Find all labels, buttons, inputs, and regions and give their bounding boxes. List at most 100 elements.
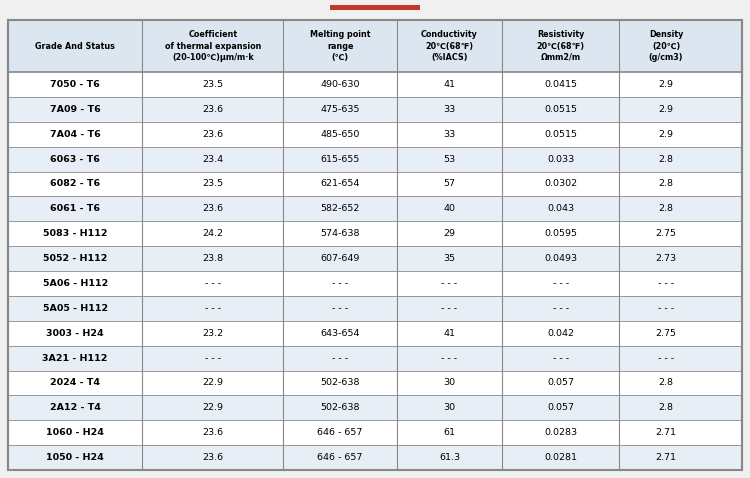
Text: 5052 - H112: 5052 - H112 <box>43 254 107 263</box>
Text: - - -: - - - <box>332 304 348 313</box>
Text: 23.5: 23.5 <box>202 80 223 89</box>
Text: 57: 57 <box>443 179 455 188</box>
Text: - - -: - - - <box>205 304 220 313</box>
Bar <box>330 5 420 10</box>
Text: 6061 - T6: 6061 - T6 <box>50 204 100 213</box>
Text: 23.6: 23.6 <box>202 130 223 139</box>
Text: 2024 - T4: 2024 - T4 <box>50 379 100 388</box>
Text: 23.8: 23.8 <box>202 254 223 263</box>
Text: 0.0415: 0.0415 <box>544 80 578 89</box>
Text: 0.0595: 0.0595 <box>544 229 578 238</box>
Text: 30: 30 <box>443 379 455 388</box>
Text: 1050 - H24: 1050 - H24 <box>46 453 104 462</box>
Bar <box>8 221 742 246</box>
Text: - - -: - - - <box>332 354 348 362</box>
Text: 30: 30 <box>443 403 455 413</box>
Text: 5A05 - H112: 5A05 - H112 <box>43 304 108 313</box>
Text: 24.2: 24.2 <box>202 229 223 238</box>
Text: 2A12 - T4: 2A12 - T4 <box>50 403 100 413</box>
Text: 7A09 - T6: 7A09 - T6 <box>50 105 100 114</box>
Text: 7A04 - T6: 7A04 - T6 <box>50 130 100 139</box>
Text: 2.8: 2.8 <box>658 403 674 413</box>
Text: 41: 41 <box>443 329 455 337</box>
Text: 23.4: 23.4 <box>202 154 223 163</box>
Bar <box>8 395 742 420</box>
Text: 22.9: 22.9 <box>202 379 223 388</box>
Text: 23.6: 23.6 <box>202 204 223 213</box>
Text: 6082 - T6: 6082 - T6 <box>50 179 100 188</box>
Text: 0.0493: 0.0493 <box>544 254 578 263</box>
Text: 23.6: 23.6 <box>202 105 223 114</box>
Text: Resistivity
20℃(68℉)
Ωmm2/m: Resistivity 20℃(68℉) Ωmm2/m <box>537 30 585 62</box>
Text: 2.73: 2.73 <box>656 254 676 263</box>
Text: Grade And Status: Grade And Status <box>35 42 115 51</box>
Text: 2.9: 2.9 <box>658 130 674 139</box>
Text: 53: 53 <box>443 154 455 163</box>
Text: - - -: - - - <box>442 304 458 313</box>
Text: 3003 - H24: 3003 - H24 <box>46 329 104 337</box>
Bar <box>8 296 742 321</box>
Text: 35: 35 <box>443 254 455 263</box>
Text: 22.9: 22.9 <box>202 403 223 413</box>
Text: 0.0515: 0.0515 <box>544 130 578 139</box>
Text: 5083 - H112: 5083 - H112 <box>43 229 107 238</box>
Bar <box>8 147 742 172</box>
Text: 2.75: 2.75 <box>656 329 676 337</box>
Text: 2.8: 2.8 <box>658 204 674 213</box>
Bar <box>8 72 742 97</box>
Bar <box>8 420 742 445</box>
Text: 490-630: 490-630 <box>320 80 360 89</box>
Text: 0.0302: 0.0302 <box>544 179 578 188</box>
Text: 40: 40 <box>443 204 455 213</box>
Text: - - -: - - - <box>332 279 348 288</box>
Text: 0.033: 0.033 <box>547 154 574 163</box>
Text: - - -: - - - <box>553 279 568 288</box>
Text: 574-638: 574-638 <box>320 229 360 238</box>
Text: 0.0283: 0.0283 <box>544 428 578 437</box>
Bar <box>8 445 742 470</box>
Text: 7050 - T6: 7050 - T6 <box>50 80 100 89</box>
Text: Melting point
range
(℃): Melting point range (℃) <box>310 30 370 62</box>
Bar <box>8 20 742 72</box>
Bar <box>8 246 742 271</box>
Text: 0.057: 0.057 <box>548 379 574 388</box>
Text: 643-654: 643-654 <box>320 329 360 337</box>
Bar <box>8 97 742 122</box>
Text: 2.8: 2.8 <box>658 179 674 188</box>
Text: - - -: - - - <box>553 304 568 313</box>
Bar <box>8 321 742 346</box>
Text: - - -: - - - <box>442 354 458 362</box>
Text: - - -: - - - <box>553 354 568 362</box>
Text: 61: 61 <box>443 428 455 437</box>
Text: 582-652: 582-652 <box>320 204 360 213</box>
Text: 475-635: 475-635 <box>320 105 360 114</box>
Text: 0.057: 0.057 <box>548 403 574 413</box>
Text: 0.0515: 0.0515 <box>544 105 578 114</box>
Bar <box>8 172 742 196</box>
Bar <box>8 370 742 395</box>
Text: 2.71: 2.71 <box>656 453 676 462</box>
Bar <box>8 346 742 370</box>
Text: - - -: - - - <box>658 279 674 288</box>
Text: 41: 41 <box>443 80 455 89</box>
Text: 33: 33 <box>443 130 456 139</box>
Text: 0.0281: 0.0281 <box>544 453 578 462</box>
Text: 2.71: 2.71 <box>656 428 676 437</box>
Text: 6063 - T6: 6063 - T6 <box>50 154 100 163</box>
Text: - - -: - - - <box>205 354 220 362</box>
Text: 2.8: 2.8 <box>658 154 674 163</box>
Text: 0.043: 0.043 <box>548 204 574 213</box>
Text: 23.6: 23.6 <box>202 428 223 437</box>
Text: 23.5: 23.5 <box>202 179 223 188</box>
Text: 502-638: 502-638 <box>320 403 360 413</box>
Text: 607-649: 607-649 <box>320 254 360 263</box>
Text: 621-654: 621-654 <box>320 179 360 188</box>
Text: 646 - 657: 646 - 657 <box>317 428 363 437</box>
Text: 615-655: 615-655 <box>320 154 360 163</box>
Text: 0.042: 0.042 <box>548 329 574 337</box>
Text: 1060 - H24: 1060 - H24 <box>46 428 104 437</box>
Text: - - -: - - - <box>658 354 674 362</box>
Text: 33: 33 <box>443 105 456 114</box>
Text: Coefficient
of thermal expansion
(20-100℃)μm/m·k: Coefficient of thermal expansion (20-100… <box>164 30 261 62</box>
Text: - - -: - - - <box>658 304 674 313</box>
